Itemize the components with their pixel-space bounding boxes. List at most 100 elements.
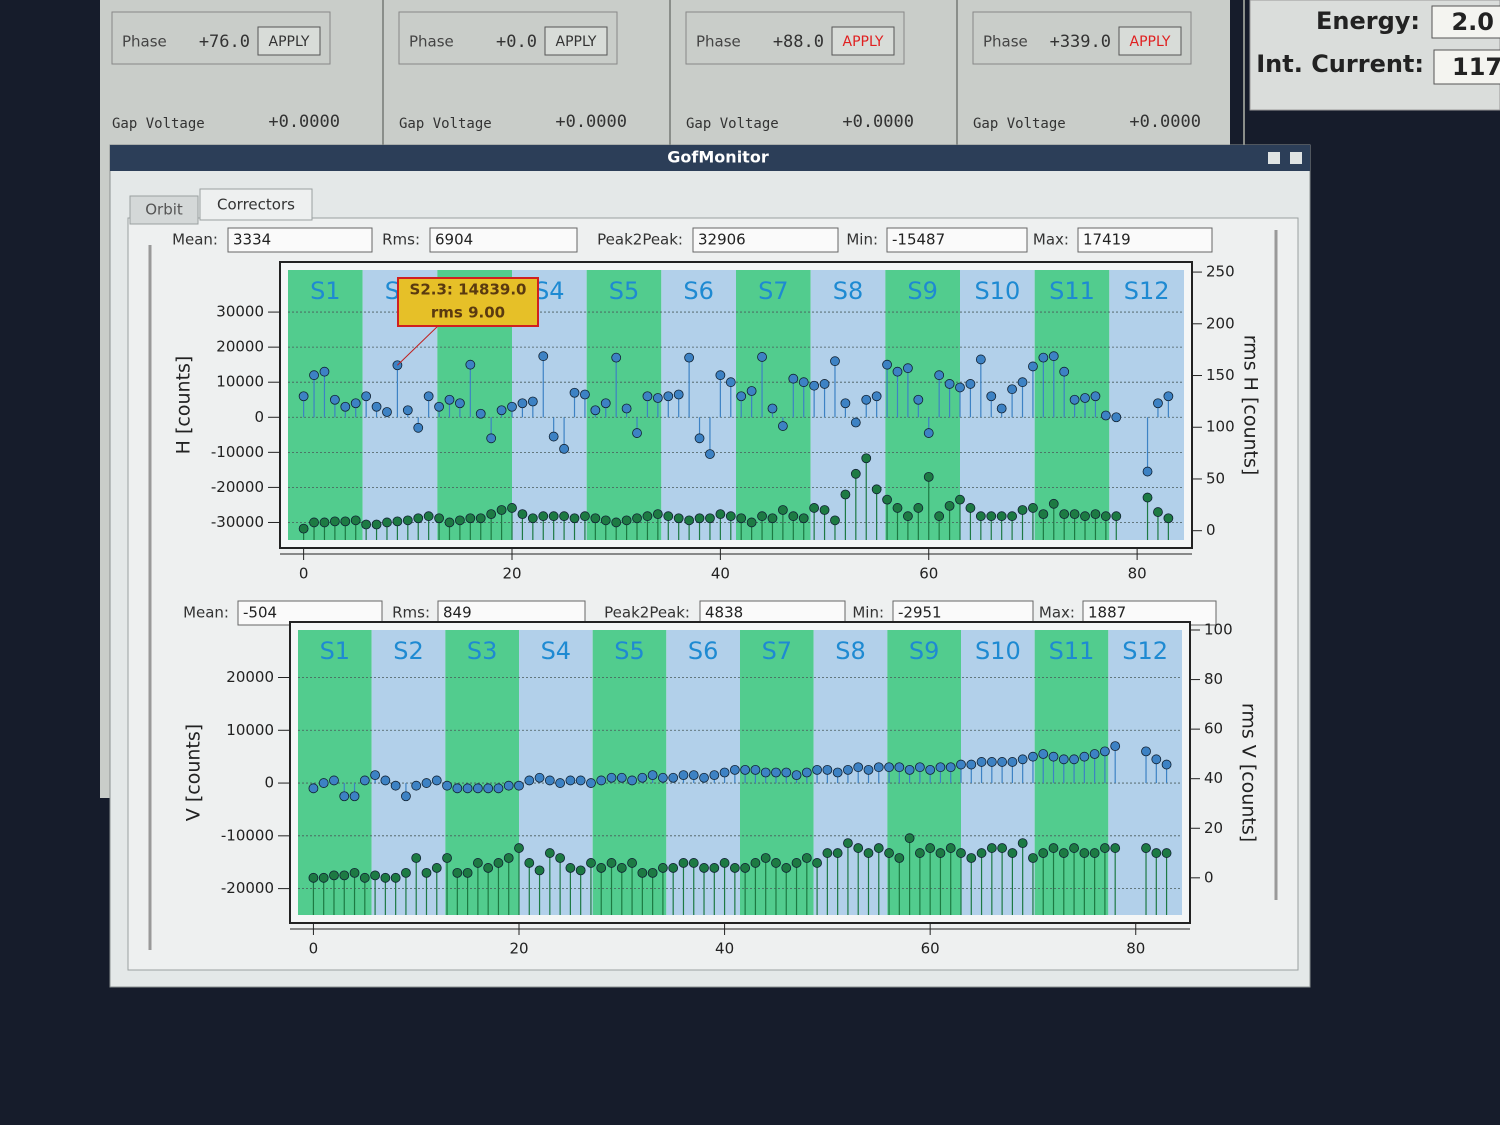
stem-point xyxy=(534,772,545,783)
y-tick-label: -20000 xyxy=(221,879,274,897)
stem-point xyxy=(1048,751,1059,762)
stem-point xyxy=(1080,511,1090,522)
stem-point xyxy=(496,505,507,515)
tooltip-text: rms 9.00 xyxy=(431,304,505,322)
y2-tick-label: 60 xyxy=(1204,720,1223,738)
stem-point xyxy=(544,848,555,858)
stat-value: 6904 xyxy=(435,231,473,249)
stem-point xyxy=(1111,412,1122,423)
x-tick-label: 40 xyxy=(711,565,730,583)
apply-button[interactable] xyxy=(831,26,895,56)
stem-point xyxy=(719,767,730,778)
window-button[interactable] xyxy=(1268,152,1280,164)
stem-point xyxy=(1058,754,1069,765)
stem-point xyxy=(914,762,925,773)
stem-point xyxy=(298,523,309,534)
stem-point xyxy=(944,500,955,511)
stem-point xyxy=(606,858,617,868)
stem-point xyxy=(475,513,486,524)
stat-field xyxy=(886,227,1028,253)
stem-point xyxy=(559,511,569,522)
stem-point xyxy=(1110,843,1121,853)
stem-point xyxy=(1079,751,1090,762)
stem-point xyxy=(1111,511,1122,522)
stem-point xyxy=(444,394,455,405)
stem-point xyxy=(423,391,434,402)
stem-point xyxy=(694,513,705,524)
stem-point xyxy=(822,848,833,858)
sector-label: S8 xyxy=(833,277,864,305)
stem-point xyxy=(329,775,339,786)
stem-point xyxy=(1069,843,1079,853)
stem-point xyxy=(380,872,391,883)
stem-point xyxy=(1090,391,1101,402)
y-tick-label: -10000 xyxy=(211,443,264,461)
stem-point xyxy=(812,764,822,775)
stem-point xyxy=(606,772,617,783)
stem-point xyxy=(684,515,695,526)
stem-point xyxy=(1161,848,1172,858)
stat-label: Rms: xyxy=(382,231,420,249)
stem-point xyxy=(538,351,549,362)
stem-point xyxy=(390,872,401,883)
tab-orbit[interactable] xyxy=(129,195,199,225)
energy-value: 2.0 xyxy=(1451,8,1494,36)
tab-correctors[interactable] xyxy=(199,188,313,221)
sector-band xyxy=(960,270,1035,540)
stem-point xyxy=(771,767,781,778)
stem-point xyxy=(850,468,861,479)
gap-value: +0.0000 xyxy=(1129,112,1201,132)
stem-point xyxy=(496,405,507,416)
stem-point xyxy=(517,509,528,520)
stem-point xyxy=(746,386,757,396)
stem-point xyxy=(503,780,514,791)
stem-point xyxy=(319,366,330,377)
sector-label: S11 xyxy=(1049,277,1095,305)
stem-point xyxy=(442,780,452,791)
stem-point xyxy=(955,382,965,393)
stem-point xyxy=(413,513,424,524)
sector-label: S6 xyxy=(683,277,714,305)
apply-button[interactable] xyxy=(544,26,608,56)
stem-point xyxy=(621,515,632,526)
stem-point xyxy=(861,394,872,405)
stem-point xyxy=(663,391,674,402)
stem-point xyxy=(586,778,596,788)
stem-point xyxy=(830,515,840,526)
stem-point xyxy=(483,863,494,873)
apply-button[interactable] xyxy=(1118,26,1182,56)
stem-point xyxy=(1151,754,1162,765)
stem-point xyxy=(1151,848,1162,858)
stem-point xyxy=(392,516,403,527)
stem-point xyxy=(688,858,699,868)
apply-button[interactable] xyxy=(257,26,321,56)
stat-value: 4838 xyxy=(705,604,743,622)
stem-point xyxy=(725,511,736,522)
stem-point xyxy=(503,853,514,863)
stem-point xyxy=(329,870,339,881)
y-tick-label: 10000 xyxy=(226,721,274,739)
stem-point xyxy=(1048,498,1059,509)
stem-point xyxy=(340,516,351,527)
stem-point xyxy=(483,783,494,794)
stem-point xyxy=(873,843,884,853)
stem-point xyxy=(975,354,986,365)
window-button[interactable] xyxy=(1290,152,1302,164)
stem-point xyxy=(955,494,965,505)
stat-value: 32906 xyxy=(698,231,746,249)
stem-point xyxy=(637,772,648,783)
stem-point xyxy=(976,757,987,767)
sector-label: S9 xyxy=(907,277,938,305)
stem-point xyxy=(986,391,997,402)
y2-tick-label: 50 xyxy=(1206,469,1225,487)
stem-point xyxy=(892,366,903,377)
stem-point xyxy=(1007,757,1018,767)
stem-point xyxy=(986,511,997,522)
stem-point xyxy=(904,764,915,775)
stem-point xyxy=(413,422,424,433)
stem-point xyxy=(382,517,392,528)
phase-label: Phase xyxy=(409,33,454,51)
stem-point xyxy=(760,767,771,778)
stem-point xyxy=(934,511,945,522)
stat-value: 849 xyxy=(443,604,472,622)
